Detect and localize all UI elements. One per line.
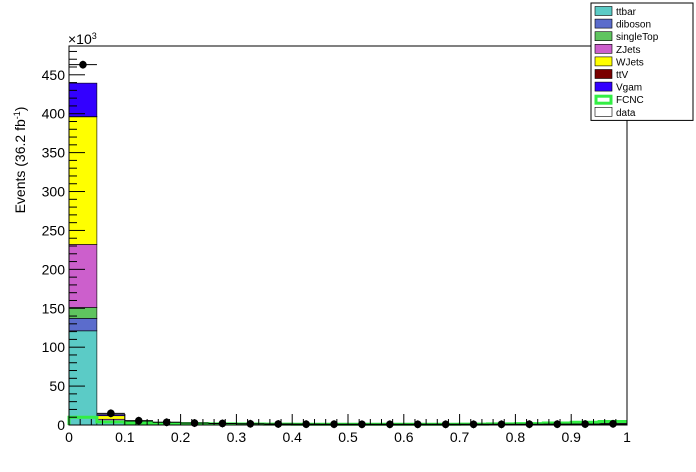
y-tick-label-9: 450 (42, 67, 66, 83)
y-axis-label-main: Events (36.2 fb (12, 119, 28, 213)
y-tick-label-5: 250 (42, 222, 66, 238)
x-tick-label-6: 0.6 (394, 429, 414, 445)
bar-singletop-bin-0 (68, 307, 98, 319)
y-axis: 0 50 100 150 200 250 300 350 400 450 (42, 50, 85, 433)
legend-swatch-singletop (594, 31, 613, 42)
x-tick-label-10: 1 (623, 429, 631, 445)
bar-zjets-bin-0 (68, 244, 98, 308)
x-tick-label-7: 0.7 (450, 429, 470, 445)
x-axis: 0 0.1 0.2 0.3 0.4 0.5 0.6 0.7 0.8 0.9 1 (65, 414, 631, 445)
y-axis-label-close: ) (12, 107, 28, 112)
legend-label-singletop: singleTop (616, 32, 659, 43)
y-tick-label-7: 350 (42, 145, 66, 161)
legend-label-ttbar: ttbar (616, 7, 637, 18)
x-tick-label-2: 0.2 (171, 429, 191, 445)
x-tick-label-8: 0.8 (506, 429, 526, 445)
legend-swatch-zjets (594, 43, 613, 54)
y-multiplier-base: ×10 (68, 31, 92, 47)
legend-swatch-vgam (594, 81, 613, 92)
legend-swatch-fcnc (594, 94, 613, 105)
legend-swatch-data (594, 107, 613, 117)
plot-frame (68, 45, 628, 426)
data-point-bin-17 (553, 420, 562, 428)
data-point-bin-0 (79, 60, 87, 69)
data-point-bin-7 (274, 420, 283, 428)
legend-swatch-ttbar (594, 6, 613, 16)
legend-label-ttv: ttV (616, 70, 629, 81)
legend-swatch-wjets (594, 56, 613, 67)
data-points (68, 60, 628, 429)
data-point-bin-19 (609, 420, 617, 428)
y-tick-label-0: 0 (57, 417, 65, 433)
x-tick-label-3: 0.3 (227, 429, 247, 445)
legend-label-diboson: diboson (616, 20, 651, 31)
bar-vgam-bin-0 (68, 82, 98, 117)
legend-swatch-diboson (594, 18, 613, 29)
y-tick-label-4: 200 (42, 261, 66, 277)
data-point-bin-18 (581, 420, 589, 428)
x-tick-label-5: 0.5 (338, 429, 358, 445)
y-tick-label-3: 150 (42, 300, 66, 316)
y-axis-label-sup: -1 (12, 111, 22, 119)
y-multiplier: ×103 (68, 31, 97, 47)
y-multiplier-exp: 3 (92, 31, 97, 41)
data-point-bin-16 (525, 420, 534, 429)
data-point-bin-3 (162, 418, 171, 427)
x-tick-label-0: 0 (65, 429, 73, 445)
data-point-bin-8 (302, 420, 310, 428)
legend-label-data: data (616, 108, 636, 119)
legend-label-wjets: WJets (616, 57, 644, 68)
y-tick-label-1: 50 (49, 378, 65, 394)
data-point-bin-13 (441, 420, 450, 429)
legend-label-zjets: ZJets (616, 45, 640, 56)
data-point-bin-15 (497, 420, 506, 429)
y-tick-label-8: 400 (42, 106, 66, 122)
data-point-bin-14 (469, 420, 478, 429)
data-point-bin-1 (107, 409, 115, 418)
y-tick-label-2: 100 (42, 339, 66, 355)
stacked-bars (68, 82, 628, 426)
bar-wjets-bin-0 (68, 116, 98, 245)
y-tick-label-6: 300 (42, 184, 66, 200)
legend-label-vgam: Vgam (616, 83, 642, 94)
bar-diboson-bin-0 (68, 318, 98, 332)
data-point-bin-2 (134, 416, 143, 425)
legend-swatch-ttv (594, 69, 613, 79)
y-axis-label: Events (36.2 fb-1) (12, 107, 28, 214)
data-point-bin-6 (246, 419, 255, 428)
x-tick-label-4: 0.4 (282, 429, 302, 445)
data-point-bin-10 (358, 420, 366, 429)
x-tick-label-1: 0.1 (115, 429, 135, 445)
data-point-bin-12 (413, 420, 422, 429)
data-point-bin-11 (386, 420, 394, 429)
data-point-bin-9 (330, 420, 338, 429)
x-tick-label-9: 0.9 (561, 429, 581, 445)
legend-label-fcnc: FCNC (616, 95, 644, 106)
